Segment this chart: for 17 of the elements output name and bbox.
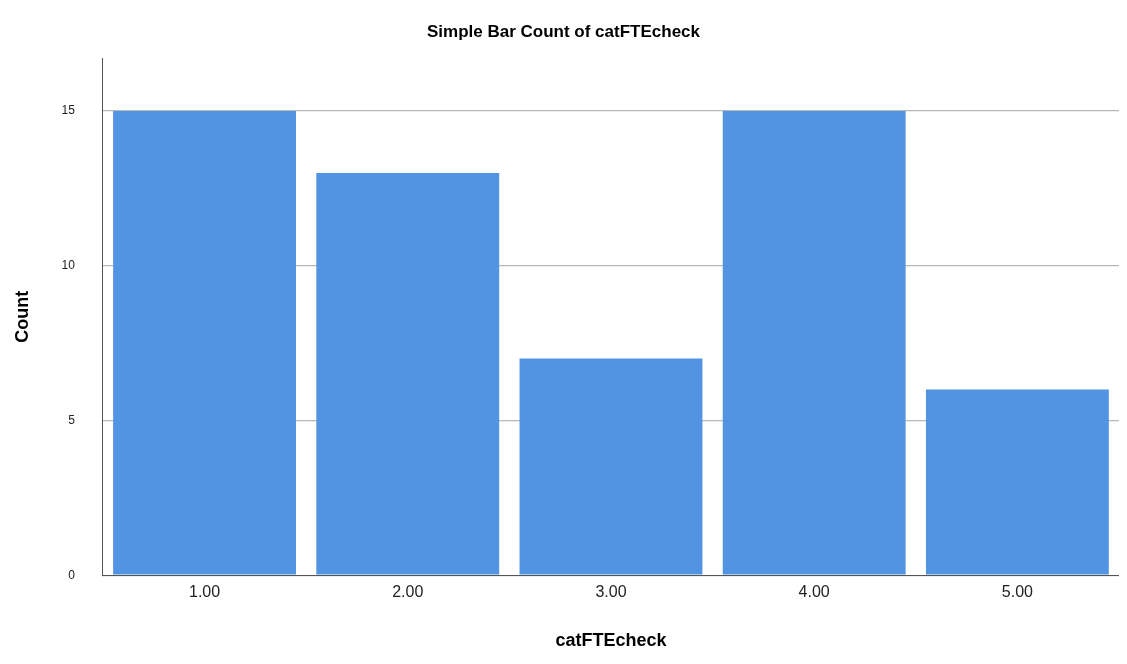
x-tick-label: 2.00 xyxy=(392,583,424,601)
x-tick-label: 1.00 xyxy=(188,583,221,601)
y-axis-title: Count xyxy=(11,290,32,343)
x-tick-label: 5.00 xyxy=(1001,583,1034,601)
x-tick-label: 3.00 xyxy=(595,583,627,601)
y-tick-label: 5 xyxy=(68,412,76,427)
y-tick-label: 0 xyxy=(68,567,76,582)
y-tick-label: 10 xyxy=(61,258,76,273)
chart-title: Simple Bar Count of catFTEcheck xyxy=(427,21,701,41)
x-tick-label: 4.00 xyxy=(798,583,830,601)
bar xyxy=(113,111,296,575)
y-tick-label: 15 xyxy=(61,103,76,118)
bar xyxy=(722,111,906,575)
x-axis-title: catFTEcheck xyxy=(555,630,668,651)
bar xyxy=(925,389,1109,575)
bar xyxy=(316,172,500,575)
bar xyxy=(519,358,703,575)
